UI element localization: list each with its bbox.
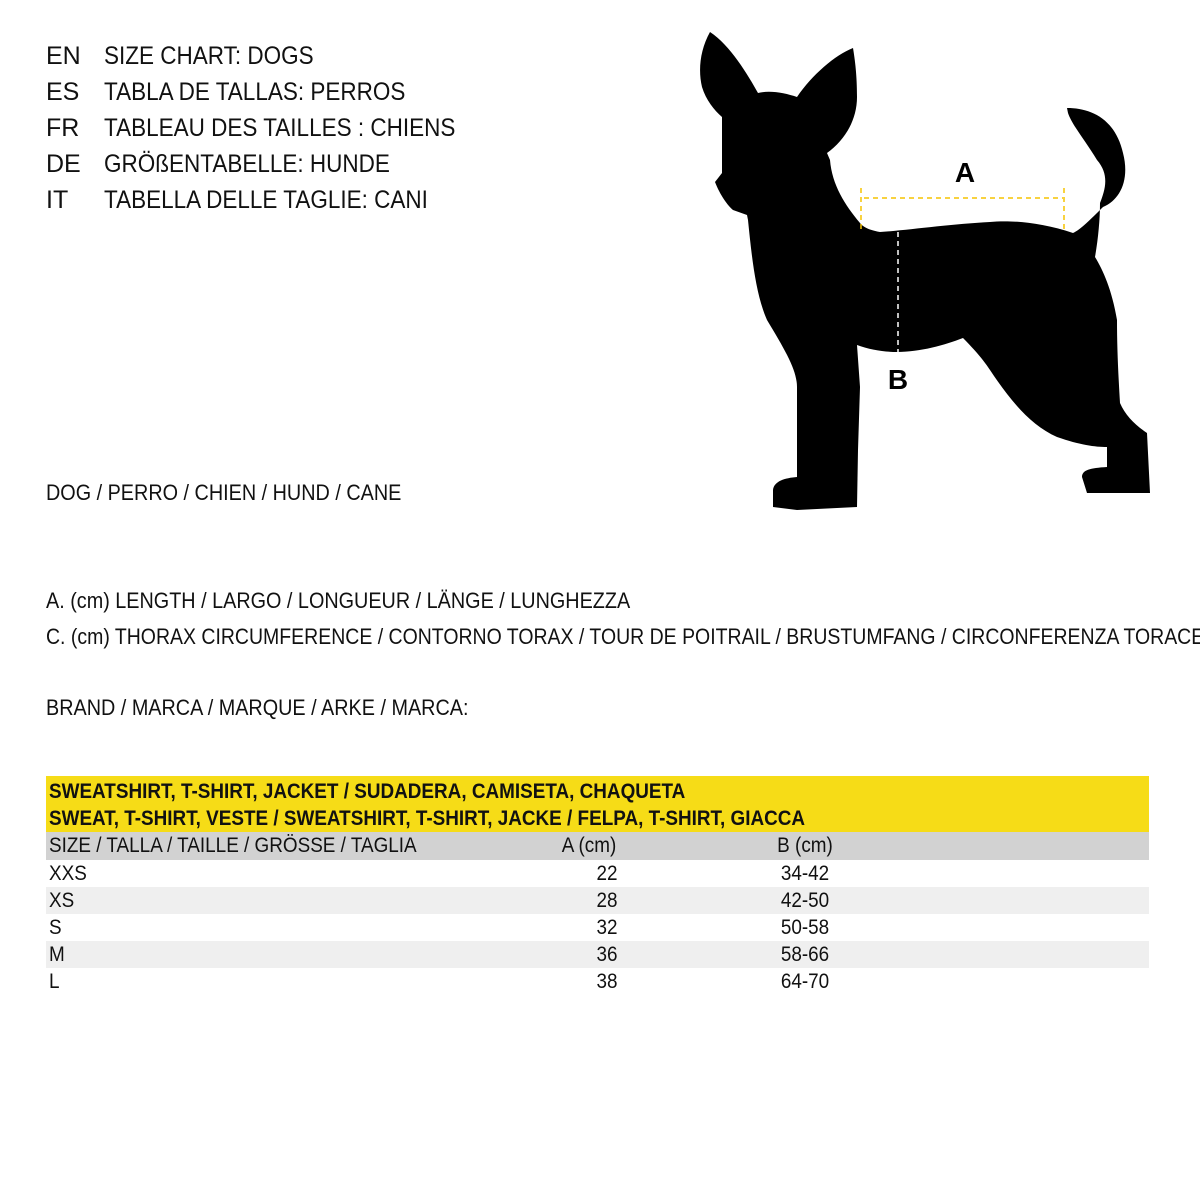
b-cell: 64-70: [780, 970, 830, 993]
title-it: TABELLA DELLE TAGLIE: CANI: [104, 186, 428, 214]
lang-code-en: EN: [46, 42, 81, 70]
b-cell: 34-42: [780, 862, 830, 885]
title-es: TABLA DE TALLAS: PERROS: [104, 78, 406, 106]
lang-code-it: IT: [46, 186, 69, 214]
a-cell: 38: [596, 970, 618, 993]
brand-label: BRAND / MARCA / MARQUE / ARKE / MARCA:: [46, 695, 469, 720]
title-en: SIZE CHART: DOGS: [104, 42, 314, 70]
table-row: S 32 50-58: [46, 914, 1149, 941]
a-cell: 22: [596, 862, 618, 885]
b-cell: 58-66: [780, 943, 830, 966]
title-de: GRÖßENTABELLE: HUNDE: [104, 150, 390, 178]
size-cell: L: [49, 970, 60, 993]
b-cell: 50-58: [780, 916, 830, 939]
column-size: SIZE / TALLA / TAILLE / GRÖSSE / TAGLIA: [49, 834, 417, 857]
lang-code-es: ES: [46, 78, 80, 106]
table-row: XXS 22 34-42: [46, 860, 1149, 887]
measure-a-line: [860, 188, 1065, 231]
a-cell: 36: [596, 943, 618, 966]
b-cell: 42-50: [780, 889, 830, 912]
dog-silhouette-diagram: A B: [700, 32, 1150, 510]
dog-silhouette: [700, 32, 1150, 510]
a-cell: 28: [596, 889, 618, 912]
table-product-header: SWEATSHIRT, T-SHIRT, JACKET / SUDADERA, …: [46, 776, 1149, 832]
table-row: XS 28 42-50: [46, 887, 1149, 914]
measure-b-label: B: [888, 364, 908, 395]
table-row: M 36 58-66: [46, 941, 1149, 968]
legend-c: C. (cm) THORAX CIRCUMFERENCE / CONTORNO …: [46, 624, 1200, 649]
a-cell: 32: [596, 916, 618, 939]
legend-a: A. (cm) LENGTH / LARGO / LONGUEUR / LÄNG…: [46, 588, 631, 613]
size-cell: XXS: [49, 862, 87, 885]
table-column-header: SIZE / TALLA / TAILLE / GRÖSSE / TAGLIA …: [46, 832, 1149, 860]
measure-a-label: A: [955, 157, 975, 188]
size-cell: XS: [49, 889, 75, 912]
column-a: A (cm): [561, 834, 616, 857]
table-row: L 38 64-70: [46, 968, 1149, 995]
product-header-line-1: SWEATSHIRT, T-SHIRT, JACKET / SUDADERA, …: [49, 780, 686, 803]
column-b: B (cm): [777, 834, 833, 857]
animal-label: DOG / PERRO / CHIEN / HUND / CANE: [46, 480, 402, 505]
product-header-line-2: SWEAT, T-SHIRT, VESTE / SWEATSHIRT, T-SH…: [49, 807, 806, 830]
lang-code-de: DE: [46, 150, 81, 178]
size-table: SWEATSHIRT, T-SHIRT, JACKET / SUDADERA, …: [46, 776, 1149, 995]
size-cell: S: [49, 916, 62, 939]
lang-code-fr: FR: [46, 114, 80, 142]
size-cell: M: [49, 943, 65, 966]
title-fr: TABLEAU DES TAILLES : CHIENS: [104, 114, 456, 142]
